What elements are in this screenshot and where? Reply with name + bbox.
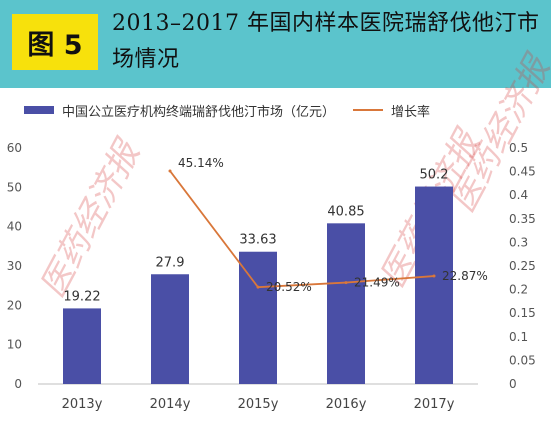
chart-legend: 中国公立医疗机构终端瑞舒伐他汀市场（亿元） 增长率 bbox=[24, 100, 430, 120]
bar-value-label: 50.2 bbox=[420, 168, 449, 183]
bar-value-label: 33.63 bbox=[239, 233, 276, 248]
right-axis-tick-label: 0.5 bbox=[509, 141, 528, 155]
growth-point bbox=[432, 274, 436, 278]
watermark-text: 医药经济报 bbox=[33, 132, 150, 304]
right-axis-tick-label: 0.45 bbox=[509, 165, 536, 179]
bar-value-label: 27.9 bbox=[156, 255, 185, 270]
bar-value-label: 40.85 bbox=[327, 204, 364, 219]
right-axis-tick-label: 0.05 bbox=[509, 353, 536, 367]
x-axis-tick-label: 2013y bbox=[62, 397, 103, 412]
legend-line-swatch bbox=[353, 109, 384, 111]
bar-value-label: 19.22 bbox=[63, 289, 100, 304]
left-axis-tick-label: 10 bbox=[7, 338, 22, 352]
bar bbox=[63, 308, 101, 384]
left-axis-tick-label: 40 bbox=[7, 220, 22, 234]
x-axis-tick-label: 2014y bbox=[150, 397, 191, 412]
growth-value-label: 21.49% bbox=[354, 276, 400, 290]
growth-point bbox=[344, 281, 348, 285]
left-axis-tick-label: 0 bbox=[14, 377, 22, 391]
x-axis-tick-label: 2016y bbox=[326, 397, 367, 412]
x-axis-tick-label: 2015y bbox=[238, 397, 279, 412]
figure-title: 2013–2017 年国内样本医院瑞舒伐他汀市场情况 bbox=[112, 11, 540, 72]
right-axis-tick-label: 0.25 bbox=[509, 259, 536, 273]
growth-point bbox=[256, 285, 260, 289]
figure-badge: 图 5 bbox=[12, 14, 98, 70]
legend-bar-label: 中国公立医疗机构终端瑞舒伐他汀市场（亿元） bbox=[62, 104, 336, 120]
left-axis-tick-label: 20 bbox=[7, 298, 22, 312]
right-axis-tick-label: 0.35 bbox=[509, 212, 536, 226]
left-axis-tick-label: 30 bbox=[7, 259, 22, 273]
bar bbox=[327, 223, 365, 384]
right-axis-tick-label: 0 bbox=[509, 377, 517, 391]
bar bbox=[415, 186, 453, 384]
growth-value-label: 45.14% bbox=[178, 156, 224, 170]
legend-bar-swatch bbox=[24, 106, 54, 114]
right-axis-tick-label: 0.15 bbox=[509, 306, 536, 320]
growth-point bbox=[168, 169, 172, 173]
bar bbox=[151, 274, 189, 384]
bar bbox=[239, 251, 277, 384]
legend-line-label: 增长率 bbox=[391, 104, 431, 120]
growth-value-label: 22.87% bbox=[442, 269, 488, 283]
right-axis-tick-label: 0.3 bbox=[509, 235, 528, 249]
figure-header: 图 5 2013–2017 年国内样本医院瑞舒伐他汀市场情况 bbox=[0, 0, 551, 88]
left-axis-tick-label: 50 bbox=[7, 180, 22, 194]
growth-value-label: 20.52% bbox=[266, 280, 312, 294]
growth-line bbox=[169, 170, 435, 289]
left-axis-tick-label: 60 bbox=[7, 141, 22, 155]
right-axis-tick-label: 0.1 bbox=[509, 330, 528, 344]
x-axis-tick-label: 2017y bbox=[414, 397, 455, 412]
right-axis-tick-label: 0.2 bbox=[509, 283, 528, 297]
right-axis-tick-label: 0.4 bbox=[509, 188, 528, 202]
